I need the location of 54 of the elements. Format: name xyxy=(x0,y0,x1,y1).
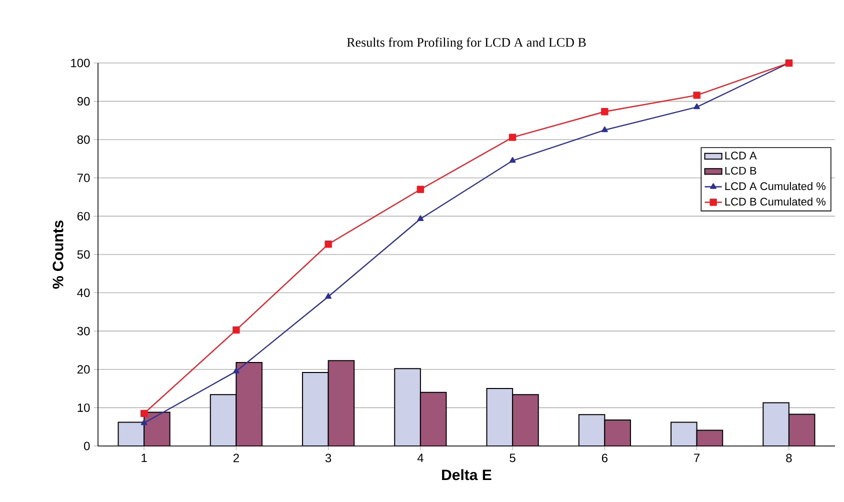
point xyxy=(416,186,424,193)
legend-label: LCD A xyxy=(725,152,757,160)
x-tick-label: 3 xyxy=(325,454,332,462)
x-tick-label: 8 xyxy=(786,454,792,462)
x-tick-label: 7 xyxy=(694,454,700,462)
y-tick-label: 40 xyxy=(77,288,90,298)
x-axis-title: Delta E xyxy=(442,469,492,480)
legend-label: LCD B xyxy=(725,166,756,175)
point xyxy=(417,215,424,221)
y-tick-label: 70 xyxy=(77,174,90,182)
point xyxy=(140,419,148,426)
y-tick-label: 10 xyxy=(78,403,90,412)
y-axis-title: % Counts xyxy=(52,220,64,289)
bar xyxy=(788,414,816,446)
point xyxy=(508,134,516,141)
y-tick-label: 80 xyxy=(77,135,90,144)
y-tick-label: 20 xyxy=(77,365,90,374)
y-tick-label: 60 xyxy=(77,212,90,220)
bar xyxy=(420,392,447,446)
bar xyxy=(236,362,262,446)
point xyxy=(324,240,332,248)
point xyxy=(693,92,700,99)
y-tick-label: 50 xyxy=(77,250,90,259)
bar xyxy=(578,414,606,446)
bar xyxy=(670,422,698,446)
y-tick-label: 30 xyxy=(77,326,90,336)
bar xyxy=(512,394,539,446)
point xyxy=(509,157,516,163)
chart-title: Results from Profiling for LCD A and LCD B xyxy=(346,37,586,50)
bar xyxy=(762,402,790,446)
point xyxy=(601,126,608,132)
y-tick-label: 100 xyxy=(71,58,90,68)
point xyxy=(601,108,608,116)
x-tick-label: 1 xyxy=(142,454,147,462)
bar xyxy=(210,394,237,446)
point xyxy=(232,326,240,334)
bar xyxy=(394,368,421,446)
bar xyxy=(486,388,514,446)
bar xyxy=(604,419,631,446)
legend-label: LCD B Cumulated % xyxy=(725,197,826,206)
legend-label: LCD A Cumulated % xyxy=(725,182,826,190)
x-tick-label: 2 xyxy=(233,454,239,462)
bar xyxy=(302,372,329,446)
point xyxy=(694,103,700,110)
x-tick-label: 4 xyxy=(417,454,424,462)
point xyxy=(325,293,332,299)
x-tick-label: 6 xyxy=(602,454,608,462)
point xyxy=(140,410,148,418)
y-tick-label: 90 xyxy=(77,97,90,106)
y-tick-label: 0 xyxy=(84,442,90,450)
bar xyxy=(118,422,145,446)
bar xyxy=(328,360,355,446)
point xyxy=(232,368,240,374)
x-tick-label: 5 xyxy=(510,454,516,462)
